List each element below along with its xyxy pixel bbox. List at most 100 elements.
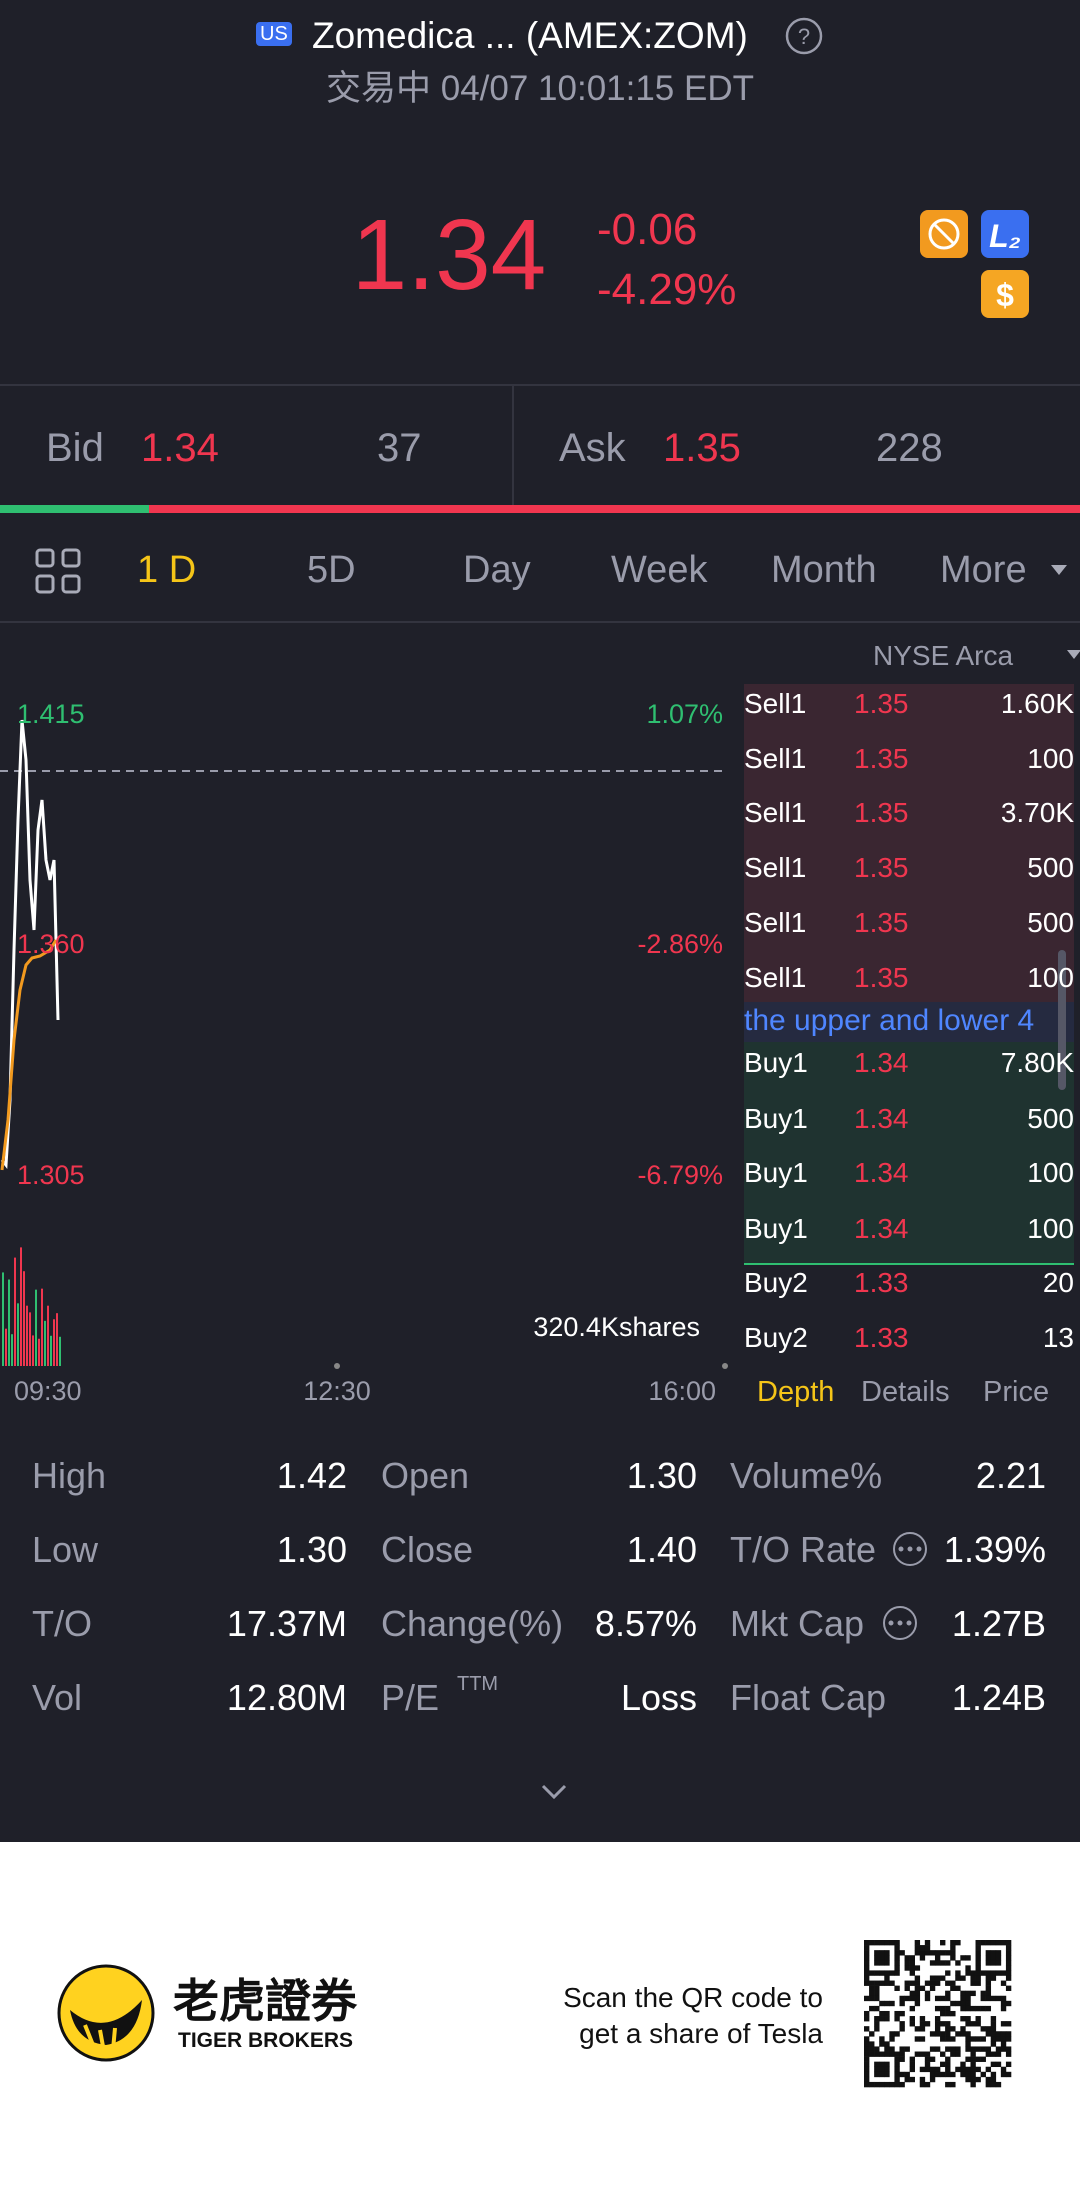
book-level: Buy2 xyxy=(744,1267,808,1299)
volume-bar xyxy=(56,1313,58,1366)
qr-module xyxy=(990,1960,997,1966)
qr-module xyxy=(980,1940,986,1946)
qr-module xyxy=(904,2076,910,2083)
qr-module xyxy=(950,2071,956,2078)
stat-value: 17.37M xyxy=(226,1603,347,1645)
qr-module xyxy=(955,2066,961,2073)
qr-module xyxy=(1005,2046,1012,2052)
qr-module xyxy=(975,2036,981,2042)
period-tab[interactable]: 5D xyxy=(307,549,356,592)
qr-module xyxy=(970,2071,976,2078)
qr-module xyxy=(889,1940,895,1946)
period-tab[interactable]: Month xyxy=(771,549,877,592)
qr-module xyxy=(894,2081,900,2088)
qr-module xyxy=(879,2066,885,2073)
qr-module xyxy=(1000,1980,1007,1986)
qr-module xyxy=(965,2016,971,2022)
qr-module xyxy=(879,1940,885,1946)
qr-module xyxy=(899,2010,905,2017)
qr-module xyxy=(884,1980,890,1986)
qr-module xyxy=(995,1955,1002,1961)
qr-module xyxy=(929,2066,936,2073)
qr-module xyxy=(985,1960,992,1966)
book-tab[interactable]: Depth xyxy=(757,1375,835,1408)
qr-module xyxy=(879,1955,885,1961)
qr-module xyxy=(934,1950,941,1956)
qr-module xyxy=(985,2066,992,2073)
book-level: Sell1 xyxy=(744,907,807,939)
time-label: 16:00 xyxy=(648,1375,716,1406)
qr-module xyxy=(934,1955,941,1961)
qr-module xyxy=(929,1985,936,1991)
qr-module xyxy=(945,2010,951,2017)
qr-module xyxy=(914,1945,921,1951)
qr-module xyxy=(899,2056,905,2062)
qr-module xyxy=(975,2076,981,2083)
info-icon[interactable] xyxy=(893,1532,927,1566)
qr-module xyxy=(864,2066,870,2073)
qr-module xyxy=(924,1940,931,1946)
stat-value: 1.39% xyxy=(943,1529,1046,1571)
qr-module xyxy=(990,2076,997,2083)
qr-caption: Scan the QR code to xyxy=(563,1982,823,2014)
qr-module xyxy=(990,1940,997,1946)
qr-module xyxy=(864,2026,870,2032)
qr-module xyxy=(914,1995,921,2002)
qr-module xyxy=(864,1980,870,1986)
qr-module xyxy=(899,2051,905,2057)
qr-module xyxy=(985,1940,992,1946)
qr-module xyxy=(864,2041,870,2047)
exchange-selector[interactable]: NYSE Arca xyxy=(873,640,1014,672)
qr-module xyxy=(874,2016,880,2022)
book-size: 100 xyxy=(1027,962,1074,994)
grid-icon[interactable] xyxy=(35,548,81,594)
qr-module xyxy=(909,1980,915,1986)
qr-module xyxy=(1005,1955,1012,1961)
qr-module xyxy=(950,2000,956,2007)
book-price: 1.34 xyxy=(854,1157,909,1189)
qr-module xyxy=(889,1980,895,1986)
info-icon[interactable] xyxy=(883,1606,917,1640)
qr-module xyxy=(874,2046,880,2052)
qr-module xyxy=(884,2061,890,2068)
qr-module xyxy=(1000,2021,1007,2027)
qr-module xyxy=(874,2066,880,2073)
book-level: Sell1 xyxy=(744,797,807,829)
qr-module xyxy=(960,2026,966,2032)
period-tab[interactable]: Day xyxy=(463,549,531,592)
qr-module xyxy=(909,1995,915,2002)
qr-module xyxy=(884,2016,890,2022)
qr-module xyxy=(924,2051,931,2057)
qr-module xyxy=(884,2000,890,2007)
qr-module xyxy=(864,2061,870,2068)
period-tab[interactable]: 1 D xyxy=(137,549,197,592)
book-tab[interactable]: Price xyxy=(983,1375,1050,1408)
help-icon[interactable]: ? xyxy=(785,17,823,55)
qr-module xyxy=(894,2051,900,2057)
qr-module xyxy=(990,2041,997,2047)
more-arrow[interactable] xyxy=(1051,565,1067,575)
qr-module xyxy=(934,1960,941,1966)
period-tab[interactable]: Week xyxy=(611,549,708,592)
qr-module xyxy=(970,1975,976,1981)
qr-module xyxy=(985,1955,992,1961)
stock-title: Zomedica ... (AMEX:ZOM) xyxy=(312,14,748,56)
qr-module xyxy=(934,2016,941,2022)
qr-module xyxy=(924,2061,931,2068)
trade-status: 交易中 04/07 10:01:15 EDT xyxy=(326,69,754,108)
qr-module xyxy=(929,1980,936,1986)
period-tab[interactable]: More xyxy=(940,549,1027,592)
qr-module xyxy=(884,2046,890,2052)
qr-module xyxy=(1005,1950,1012,1956)
exchange-arrow[interactable] xyxy=(1067,650,1080,659)
qr-module xyxy=(874,2061,880,2068)
qr-module xyxy=(970,1980,976,1986)
qr-module xyxy=(864,2076,870,2083)
book-tab[interactable]: Details xyxy=(861,1375,950,1408)
expand-chevron[interactable] xyxy=(541,1784,567,1800)
qr-module xyxy=(975,1940,981,1946)
qr-module xyxy=(864,2016,870,2022)
qr-module xyxy=(879,2051,885,2057)
qr-module xyxy=(869,1985,875,1991)
